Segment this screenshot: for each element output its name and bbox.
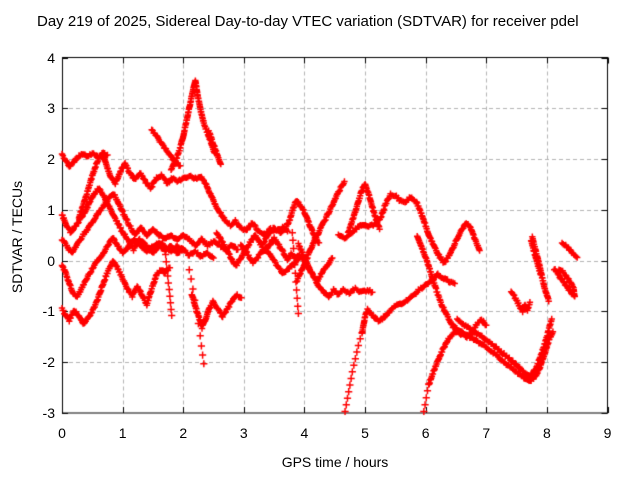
y-tick-label: -2 [42,354,55,371]
x-axis-label: GPS time / hours [281,454,389,470]
x-tick-label: 5 [361,425,369,441]
x-tick-label: 1 [118,425,127,441]
chart-title: Day 219 of 2025, Sidereal Day-to-day VTE… [37,13,579,30]
x-tick-label: 0 [58,425,66,441]
y-tick-label: 3 [47,100,55,117]
y-tick-label: 1 [47,201,55,218]
x-tick-label: 9 [603,425,612,441]
x-tick-label: 7 [482,425,491,441]
x-tick-label: 4 [300,425,309,441]
x-tick-label: 6 [421,425,430,441]
y-tick-label: 2 [47,151,55,168]
y-tick-label: 4 [47,49,55,66]
y-tick-label: -3 [42,405,55,421]
y-axis-label: SDTVAR / TECUs [9,180,25,294]
x-tick-label: 8 [542,425,551,441]
y-tick-label: -1 [42,303,55,320]
x-tick-label: 3 [239,425,248,441]
x-tick-label: 2 [179,425,188,441]
y-tick-label: 0 [47,252,55,269]
